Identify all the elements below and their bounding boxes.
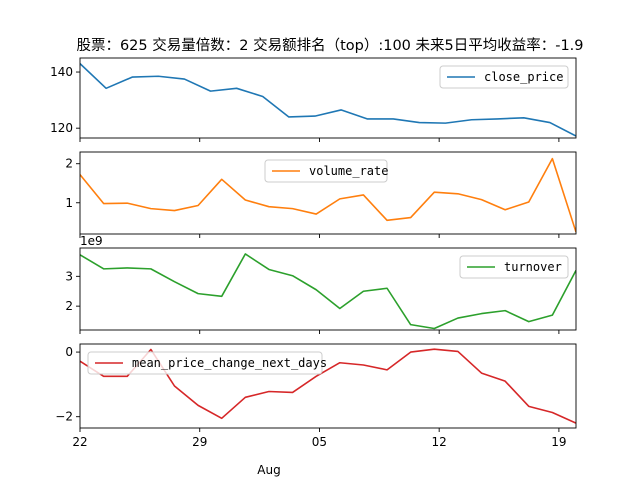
y-tick-label: 140	[50, 65, 73, 79]
axes-frame	[79, 247, 577, 331]
y-tick-label: 120	[50, 121, 73, 135]
legend-label: turnover	[504, 260, 562, 274]
y-tick-label: −2	[55, 410, 73, 424]
axis-offset-label: 1e9	[80, 234, 103, 248]
y-tick-label: 0	[65, 345, 73, 359]
axes-frame	[79, 151, 577, 235]
y-tick-label: 2	[65, 299, 73, 313]
series-line-volume_rate	[80, 157, 576, 233]
legend: mean_price_change_next_days	[87, 351, 327, 375]
y-tick-label: 3	[65, 269, 73, 283]
x-axis-label: Aug	[257, 463, 280, 477]
panel-mean_price_change_next_days: −2 0 mean_price_change_next_days 22 29 05 12 19	[55, 343, 577, 449]
legend-label: mean_price_change_next_days	[132, 356, 327, 370]
legend: turnover	[459, 255, 569, 279]
x-tick-label: 05	[312, 435, 327, 449]
x-tick-label: 12	[432, 435, 447, 449]
series-line-close_price	[80, 63, 576, 137]
y-tick-label: 2	[65, 157, 73, 171]
series-line-turnover	[80, 253, 576, 330]
axes-frame	[79, 57, 577, 139]
panel-close_price: 120 140 close_price	[50, 57, 577, 142]
legend-box	[459, 255, 569, 279]
y-tick-label: 1	[65, 196, 73, 210]
axes-frame	[79, 343, 577, 429]
panel-turnover: 2 3 1e9 turnover	[65, 234, 577, 334]
legend-box	[439, 65, 569, 89]
legend: close_price	[439, 65, 569, 89]
chart-title: 股票：625 交易量倍数：2 交易额排名（top）:100 未来5日平均收益率：…	[76, 36, 583, 54]
x-tick-label: 29	[192, 435, 207, 449]
legend-box	[264, 159, 388, 183]
legend-label: volume_rate	[309, 164, 388, 178]
x-tick-label: 19	[551, 435, 566, 449]
legend-box	[87, 351, 323, 375]
legend-label: close_price	[484, 70, 563, 84]
legend: volume_rate	[264, 159, 388, 183]
panel-volume_rate: 1 2 volume_rate	[65, 151, 577, 238]
x-tick-label: 22	[72, 435, 87, 449]
